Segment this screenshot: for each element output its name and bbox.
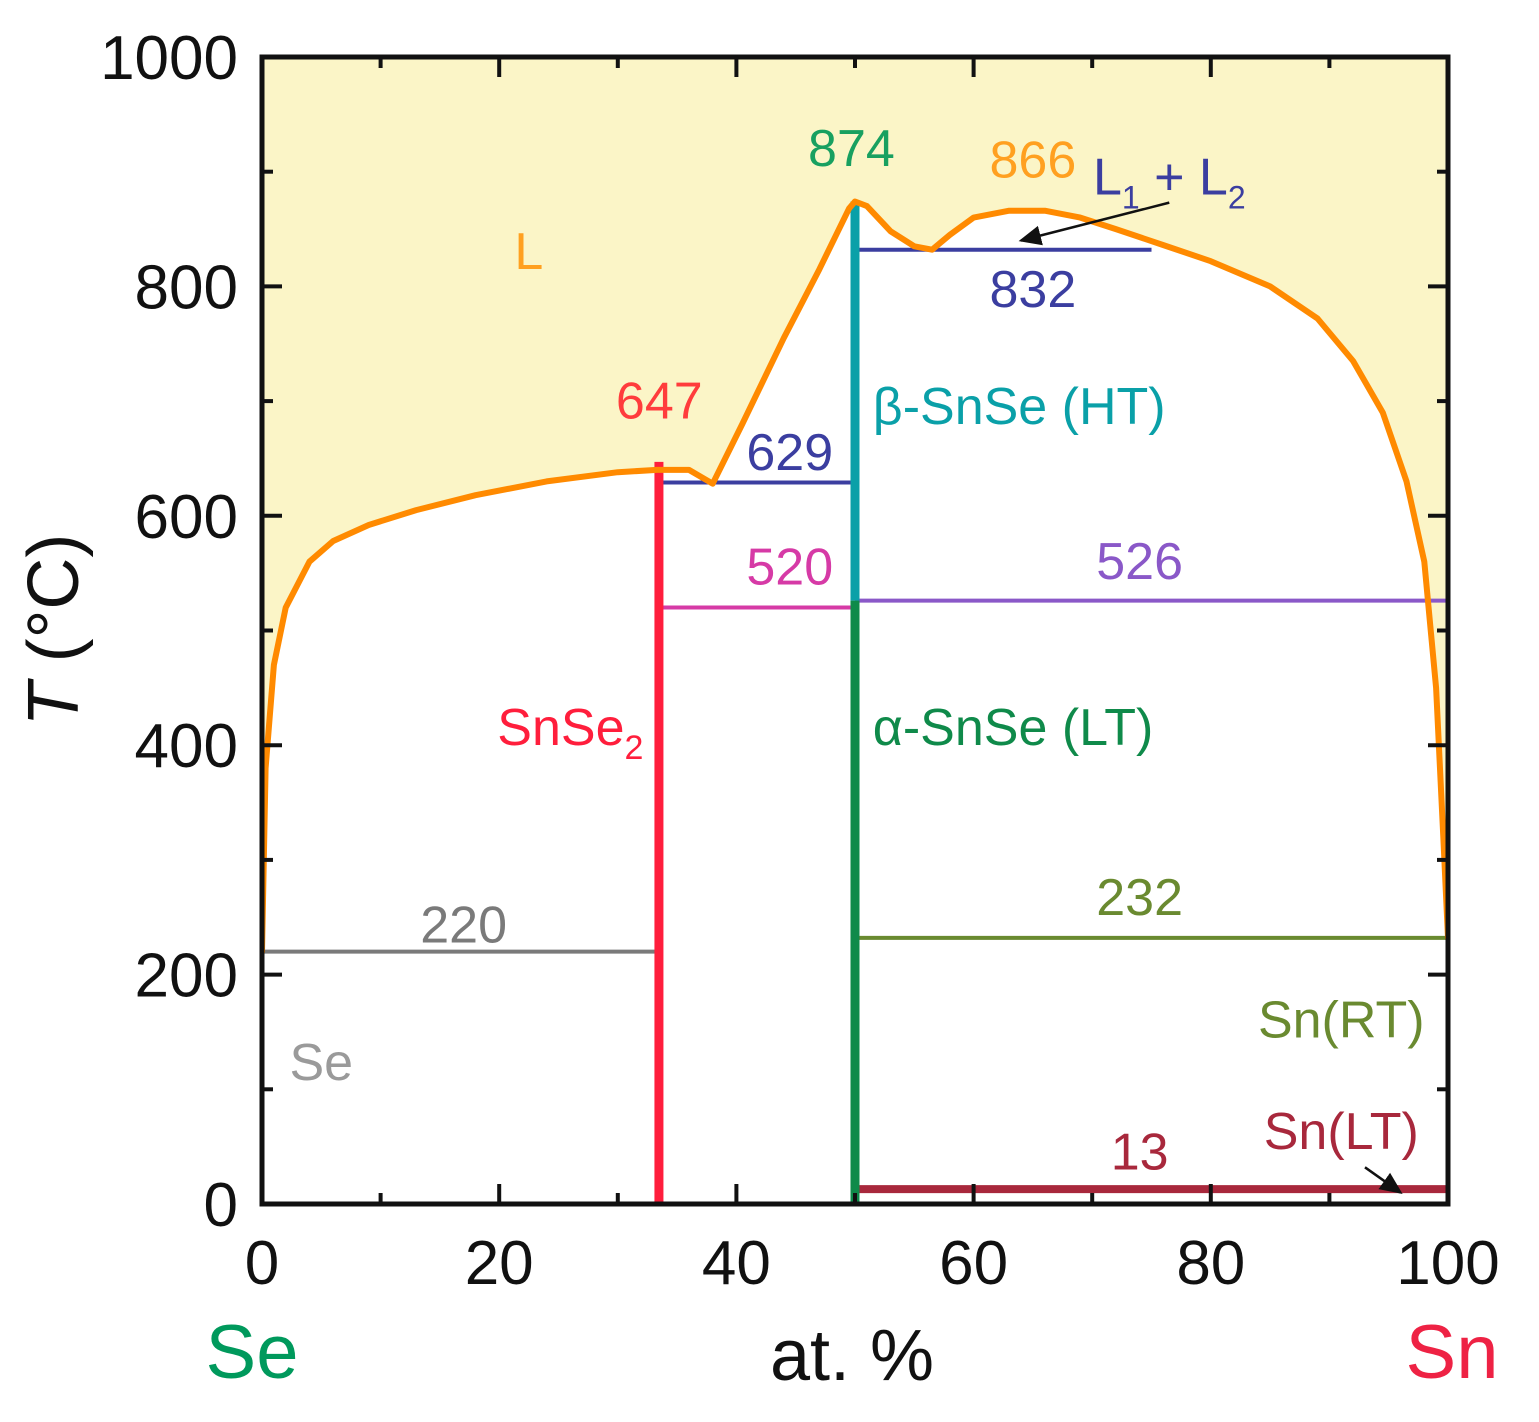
y-tick-label: 200 [135, 942, 238, 1011]
y-tick-label: 400 [135, 712, 238, 781]
x-tick-label: 100 [1396, 1229, 1499, 1298]
temperature-label-220: 220 [420, 896, 507, 954]
phase-label-snse2: SnSe2 [497, 699, 643, 767]
axis-ticks [260, 55, 1450, 1206]
invariant-lines [262, 247, 1448, 1194]
temperature-label-832: 832 [990, 261, 1077, 319]
annotation-SnRT: Sn(RT) [1258, 992, 1425, 1050]
y-tick-label: 0 [204, 1171, 238, 1240]
x-axis-title: at. % [770, 1316, 934, 1396]
phase-label-l1-l2: L1 + L2 [1093, 149, 1246, 216]
x-tick-label: 40 [702, 1229, 771, 1298]
x-tick-label: 80 [1176, 1229, 1245, 1298]
annotation-874: 874 [808, 120, 895, 178]
y-tick-label: 600 [135, 483, 238, 552]
right-element-label: Sn [1406, 1310, 1499, 1395]
temperature-label-520: 520 [746, 539, 833, 597]
phase-label-beta-snse: β-SnSe (HT) [873, 378, 1166, 436]
sn-lt-arrow [1364, 1166, 1403, 1194]
temperature-label-629: 629 [746, 424, 833, 482]
x-tick-label: 60 [939, 1229, 1008, 1298]
x-tick-label: 20 [465, 1229, 534, 1298]
temperature-label-13: 13 [1111, 1124, 1169, 1182]
annotation-L: L [514, 223, 543, 281]
y-axis-title: T (°C) [14, 534, 94, 727]
x-tick-label: 0 [245, 1229, 279, 1298]
left-element-label: Se [206, 1310, 299, 1395]
l1-l2-arrow [1018, 201, 1170, 246]
plot-area [262, 57, 1448, 1204]
annotation-866: 866 [990, 131, 1077, 189]
liquidus-curve [262, 198, 1448, 955]
temperature-label-526: 526 [1096, 533, 1183, 591]
temperature-label-232: 232 [1096, 869, 1183, 927]
liquid-region [262, 57, 1448, 952]
y-tick-label: 800 [135, 253, 238, 322]
annotation-647: 647 [616, 372, 703, 430]
phase-label-alpha-snse: α-SnSe (LT) [873, 699, 1154, 757]
annotation-Se: Se [289, 1034, 353, 1092]
compound-lines [654, 201, 860, 1204]
annotation-SnLT: Sn(LT) [1264, 1103, 1419, 1161]
annotations: 220 629 520 526 832 232 13 647 874 866 L Se Sn(RT) Sn… [289, 120, 1425, 1194]
y-tick-label: 1000 [100, 24, 238, 93]
